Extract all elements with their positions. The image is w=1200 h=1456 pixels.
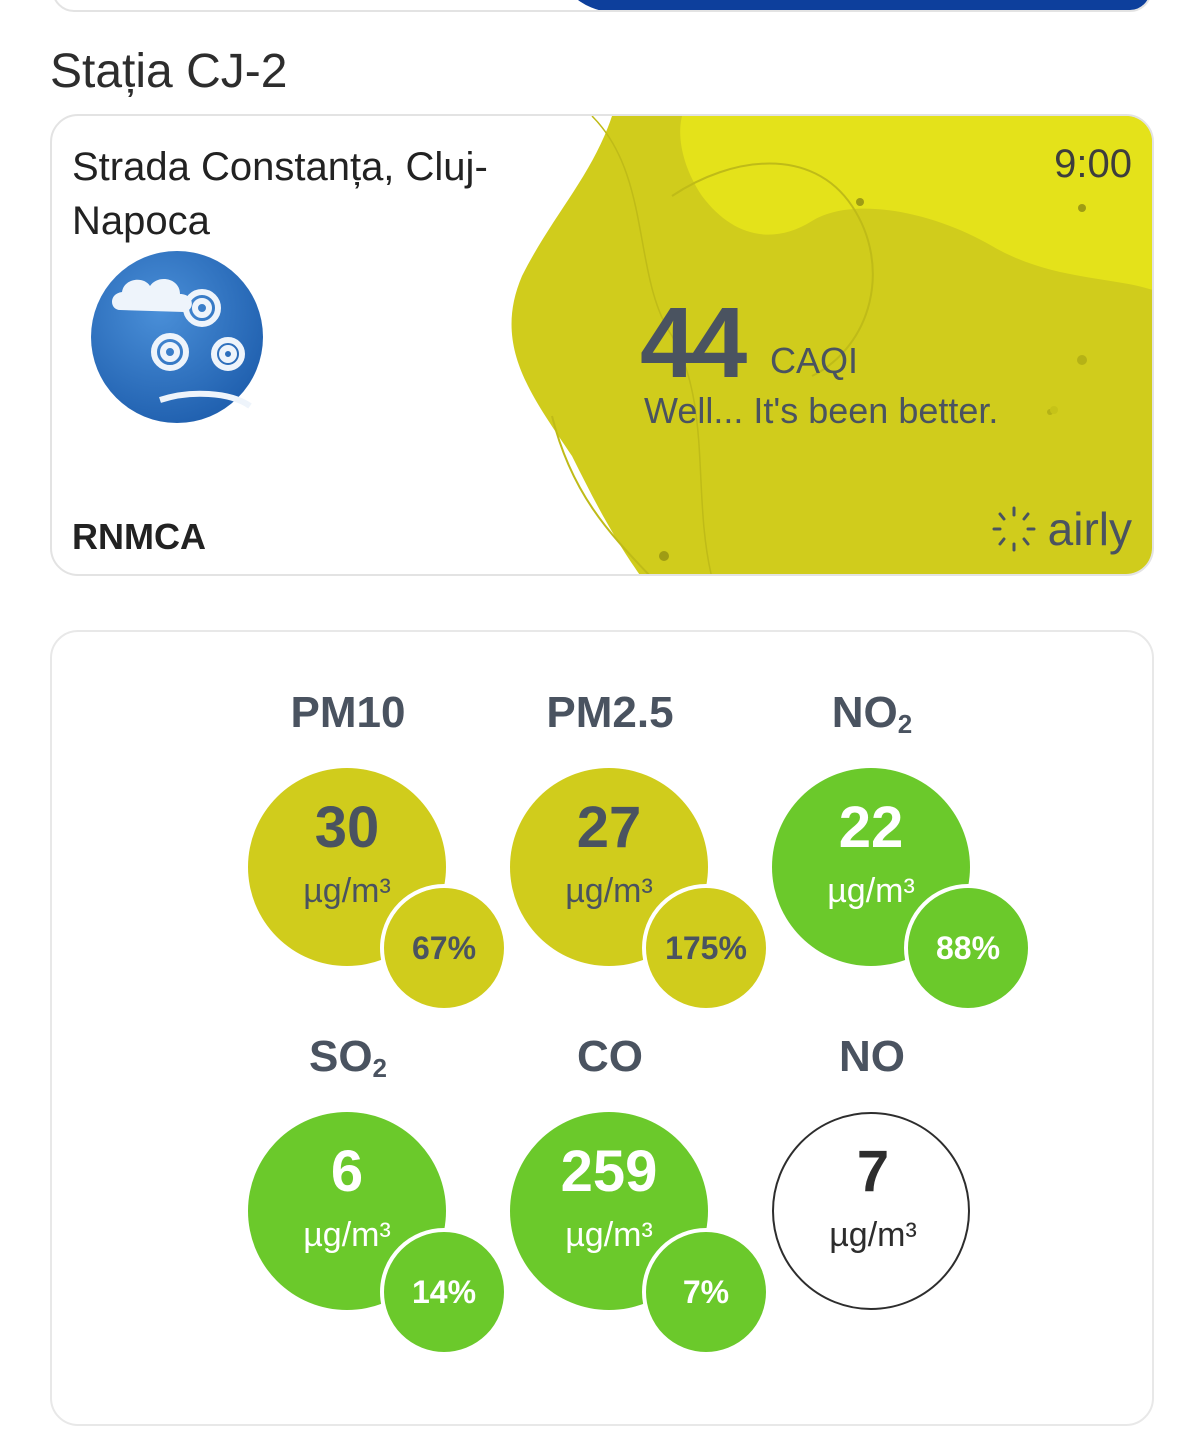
provider-logo-icon [91, 251, 263, 423]
pollutant-label: SO2 [308, 1032, 388, 1083]
pollutant-value: 6 [330, 1139, 364, 1204]
pollutant-co[interactable]: CO 259 µg/m³ 7% [510, 1032, 770, 1356]
pollutant-percent-badge: 175% [642, 884, 770, 1012]
previous-card[interactable] [52, 0, 1152, 12]
airly-logo-icon [992, 506, 1036, 552]
pollutant-value: 7 [856, 1139, 890, 1204]
pollutant-no[interactable]: NO 7 µg/m³ [772, 1032, 1032, 1332]
pollutant-so2[interactable]: SO2 6 µg/m³ 14% [248, 1032, 508, 1356]
pollutant-label: CO [577, 1032, 643, 1081]
pollutant-pm25[interactable]: PM2.5 27 µg/m³ 175% [510, 688, 770, 1012]
pollutant-percent-badge: 14% [380, 1228, 508, 1356]
pollutant-pm10[interactable]: PM10 30 µg/m³ 67% [248, 688, 508, 1012]
airly-brand: airly [990, 502, 1132, 556]
caqi-value: 44 [640, 287, 747, 399]
pollutant-no2[interactable]: NO2 22 µg/m³ 88% [772, 688, 1032, 1012]
pollutant-label: PM2.5 [546, 688, 674, 737]
station-address: Strada Constanța, Cluj-Napoca [72, 145, 488, 243]
pollutant-value: 30 [314, 795, 380, 860]
station-title: Stația CJ-2 [50, 45, 288, 98]
pollutant-unit: µg/m³ [303, 872, 391, 910]
airly-brand-text: airly [1047, 503, 1132, 555]
provider-name: RNMCA [72, 516, 206, 557]
measurement-time: 9:00 [1054, 142, 1132, 186]
pollutant-label: NO2 [831, 688, 913, 739]
caqi-blob-background [511, 116, 1152, 574]
caqi-unit: CAQI [770, 340, 859, 381]
caqi-message: Well... It's been better. [644, 390, 999, 431]
pollutant-value: 27 [576, 795, 642, 860]
pollutant-value-bubble: 27 µg/m³ [510, 768, 708, 966]
pollutant-unit: µg/m³ [827, 872, 915, 910]
pollutant-percent-badge: 88% [904, 884, 1032, 1012]
station-card[interactable]: Strada Constanța, Cluj-Napoca 9:00 RNMCA… [50, 114, 1154, 576]
pollutant-value-bubble: 7 µg/m³ [772, 1112, 970, 1310]
pollutant-percent-badge: 7% [642, 1228, 770, 1356]
pollutant-label: PM10 [290, 688, 406, 737]
pollutant-unit: µg/m³ [565, 1216, 653, 1254]
pollutants-card: PM10 30 µg/m³ 67% PM2.5 27 µg/m³ 175% NO… [50, 630, 1154, 1426]
pollutant-label: NO [839, 1032, 905, 1081]
pollutant-unit: µg/m³ [303, 1216, 391, 1254]
pollutant-value: 22 [838, 795, 904, 860]
pollutant-unit: µg/m³ [829, 1216, 917, 1254]
previous-card-map-blob [554, 0, 1150, 10]
pollutant-percent-badge: 67% [380, 884, 508, 1012]
pollutant-value: 259 [560, 1139, 658, 1204]
pollutant-unit: µg/m³ [565, 872, 653, 910]
